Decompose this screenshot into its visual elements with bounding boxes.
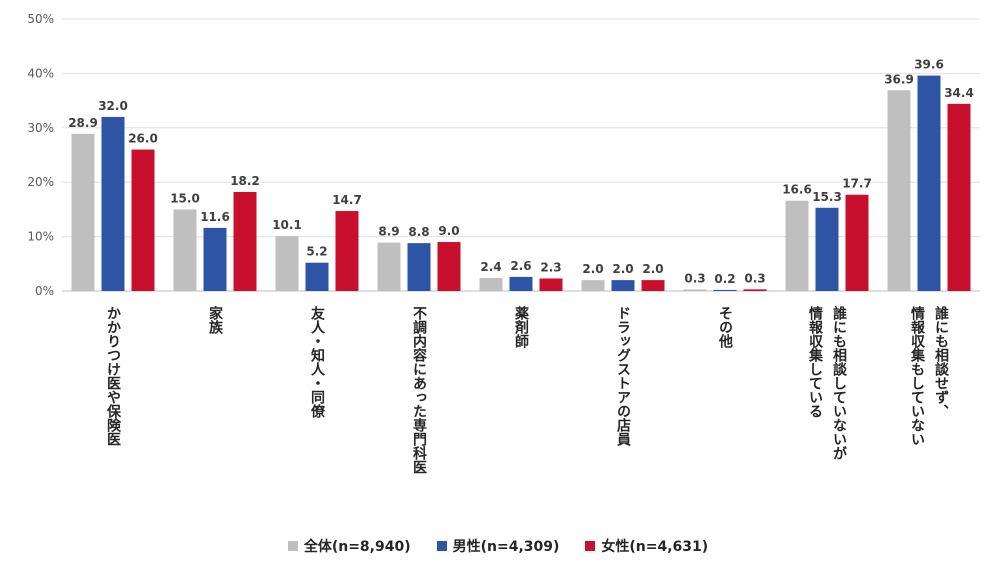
y-tick-label: 20% <box>27 175 54 189</box>
legend-swatch-all <box>287 541 298 551</box>
data-label: 5.2 <box>306 245 327 259</box>
bar <box>479 277 503 291</box>
data-label: 0.3 <box>684 271 705 285</box>
category-label: 誰にも相談せず、 <box>933 305 949 418</box>
category-label: 不調内容にあった専門科医 <box>411 306 428 474</box>
category-label: 薬剤師 <box>513 305 530 349</box>
legend-swatch-male <box>436 541 447 551</box>
bar <box>917 75 941 292</box>
legend: 全体(n=8,940) 男性(n=4,309) 女性(n=4,631) <box>0 536 996 556</box>
data-label: 0.2 <box>714 272 735 286</box>
bar <box>743 289 767 291</box>
bar <box>131 149 155 291</box>
y-tick-label: 40% <box>27 66 54 80</box>
y-tick-label: 30% <box>27 121 54 135</box>
y-tick-label: 50% <box>27 12 54 26</box>
data-label: 15.0 <box>170 191 200 205</box>
legend-label-all: 全体(n=8,940) <box>303 539 411 555</box>
legend-label-female: 女性(n=4,631) <box>601 539 709 555</box>
bar <box>713 289 737 291</box>
data-label: 39.6 <box>914 58 944 72</box>
bar <box>845 194 869 291</box>
data-label: 11.6 <box>200 210 230 224</box>
data-label: 14.7 <box>332 193 362 207</box>
data-label: 36.9 <box>884 72 914 86</box>
data-label: 28.9 <box>68 116 98 130</box>
bar <box>785 200 809 291</box>
bar <box>377 242 401 291</box>
category-label: 家族 <box>207 305 223 335</box>
bar <box>611 280 635 291</box>
category-label: その他 <box>717 306 734 349</box>
legend-item-female: 女性(n=4,631) <box>585 536 708 556</box>
legend-label-male: 男性(n=4,309) <box>452 539 560 555</box>
data-label: 18.2 <box>230 174 260 188</box>
y-tick-label: 10% <box>27 230 54 244</box>
category-label: ドラッグストアの店員 <box>615 306 632 447</box>
bar <box>275 236 299 291</box>
bar <box>887 90 911 291</box>
bar <box>509 276 533 291</box>
bar <box>407 243 431 291</box>
legend-swatch-female <box>585 541 596 551</box>
data-label: 2.0 <box>582 262 603 276</box>
bar <box>947 103 971 291</box>
bar <box>101 116 125 291</box>
bar <box>203 227 227 291</box>
data-label: 26.0 <box>128 132 158 146</box>
data-label: 2.0 <box>612 262 633 276</box>
bar <box>173 209 197 291</box>
legend-item-male: 男性(n=4,309) <box>436 536 560 556</box>
category-label: 情報収集している <box>807 305 824 418</box>
bar <box>539 278 563 291</box>
bar <box>71 133 95 291</box>
bar <box>437 242 461 291</box>
data-label: 8.9 <box>378 225 399 239</box>
bar <box>335 211 359 291</box>
bar <box>641 280 665 291</box>
data-label: 9.0 <box>438 224 459 238</box>
data-label: 2.3 <box>540 260 561 274</box>
data-label: 32.0 <box>98 99 128 113</box>
data-label: 15.3 <box>812 190 842 204</box>
category-label: かかりつけ医や保険医 <box>105 306 122 446</box>
data-label: 8.8 <box>408 225 429 239</box>
data-label: 10.1 <box>272 218 302 232</box>
category-label: 誰にも相談していないが <box>831 305 847 460</box>
bar <box>305 262 329 291</box>
data-label: 2.6 <box>510 259 531 273</box>
data-label: 0.3 <box>744 271 765 285</box>
legend-item-all: 全体(n=8,940) <box>287 536 411 556</box>
bar <box>233 191 257 291</box>
bar <box>683 289 707 291</box>
data-label: 2.0 <box>642 262 663 276</box>
data-label: 17.7 <box>842 177 872 191</box>
data-label: 16.6 <box>782 183 812 197</box>
y-tick-label: 0% <box>35 284 54 298</box>
category-label: 情報収集もしていない <box>909 305 926 446</box>
bar <box>581 280 605 291</box>
bar <box>815 207 839 291</box>
category-label: 友人・知人・同僚 <box>309 305 326 419</box>
data-label: 34.4 <box>944 86 974 100</box>
data-label: 2.4 <box>480 260 501 274</box>
